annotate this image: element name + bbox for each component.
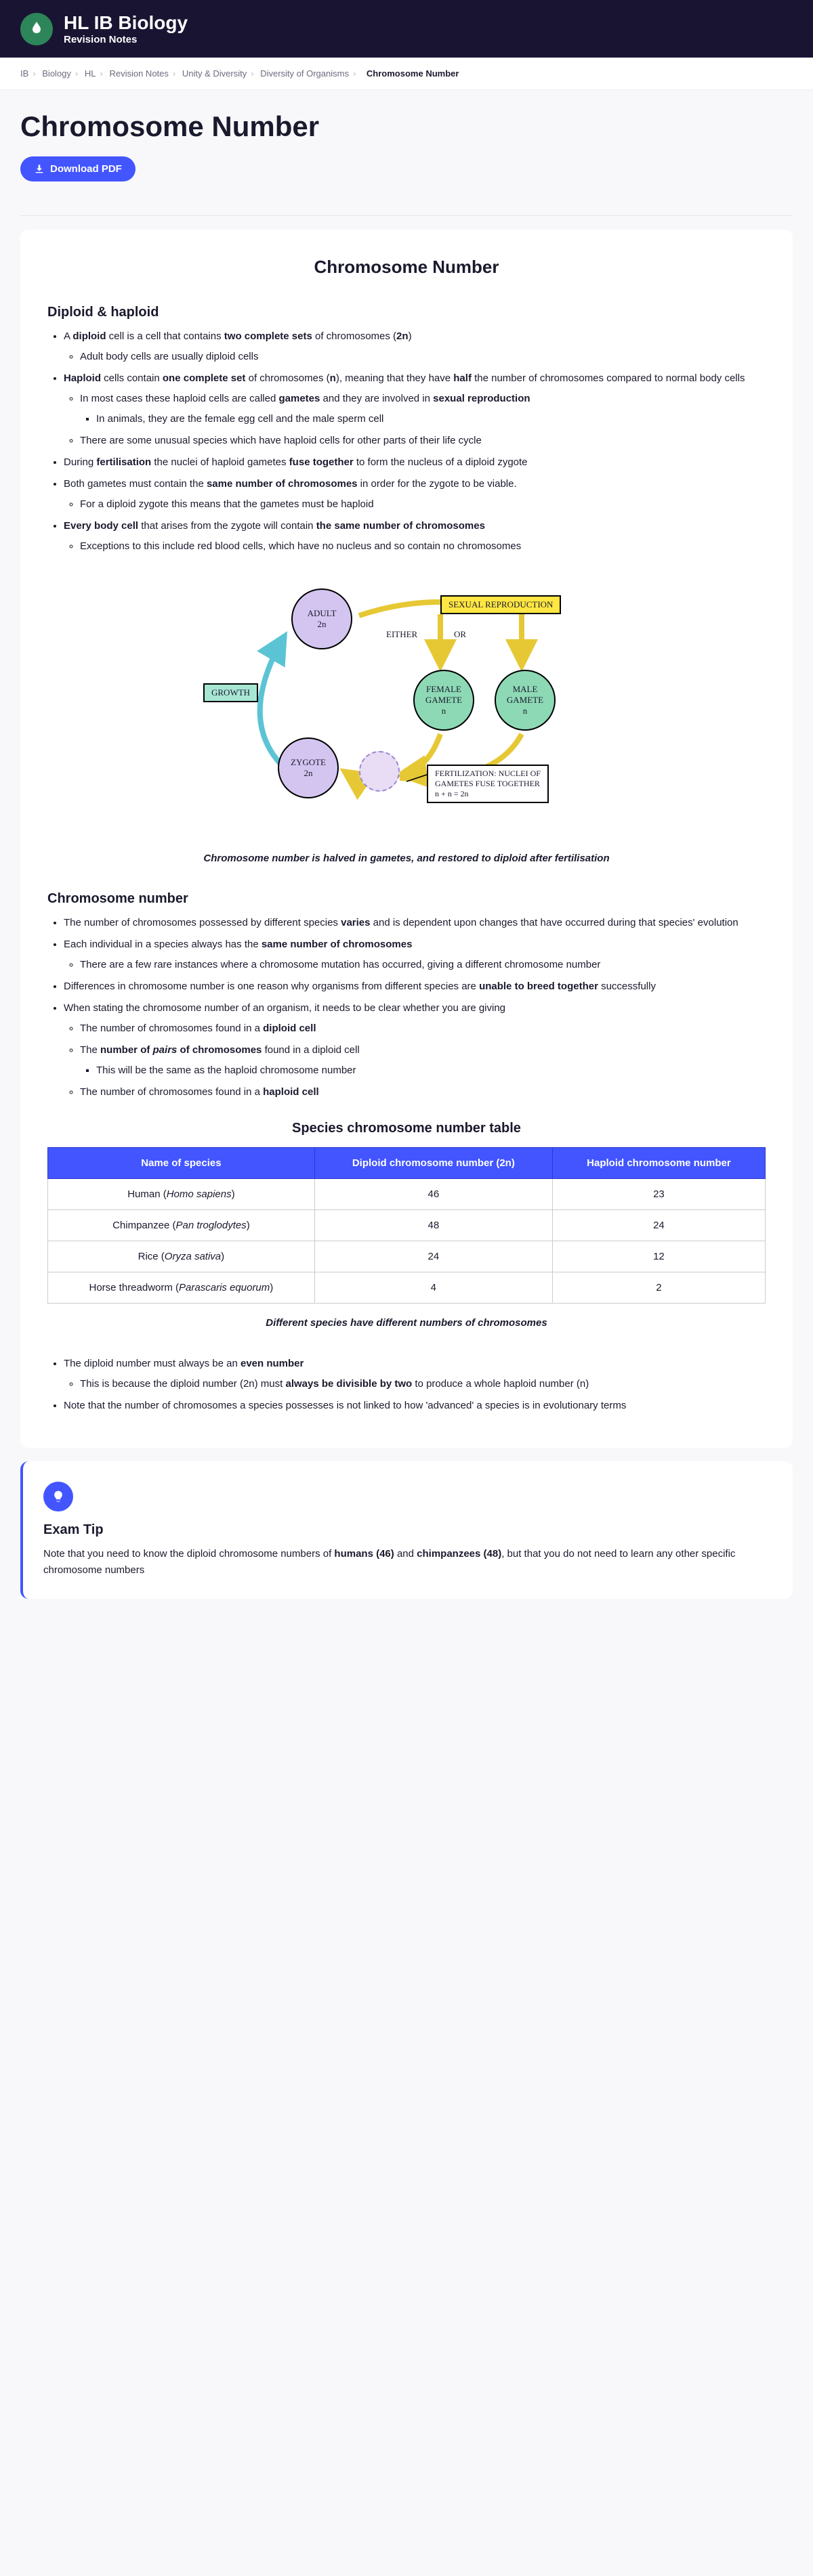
breadcrumb: IB› Biology› HL› Revision Notes› Unity &…	[0, 58, 813, 90]
header-title: HL IB Biology	[64, 12, 188, 34]
table-row: Chimpanzee (Pan troglodytes)4824	[48, 1210, 766, 1241]
section-title: Chromosome Number	[47, 257, 766, 278]
species-cell: Human (Homo sapiens)	[48, 1179, 315, 1210]
label-growth: GROWTH	[203, 683, 258, 702]
node-zygote: ZYGOTE2n	[278, 737, 339, 798]
label-sexual-reproduction: SEXUAL REPRODUCTION	[440, 595, 561, 614]
haploid-cell: 12	[552, 1241, 765, 1272]
species-cell: Rice (Oryza sativa)	[48, 1241, 315, 1272]
species-cell: Horse threadworm (Parascaris equorum)	[48, 1272, 315, 1304]
page-title: Chromosome Number	[20, 110, 793, 143]
content-card: Chromosome Number Diploid & haploid A di…	[20, 230, 793, 1448]
table-header: Diploid chromosome number (2n)	[314, 1148, 552, 1179]
table-title: Species chromosome number table	[47, 1121, 766, 1136]
tip-text: Note that you need to know the diploid c…	[43, 1546, 772, 1579]
subsection-title: Diploid & haploid	[47, 305, 766, 320]
node-adult: ADULT2n	[291, 588, 352, 649]
breadcrumb-item[interactable]: IB	[20, 68, 28, 79]
exam-tip-box: Exam Tip Note that you need to know the …	[20, 1461, 793, 1599]
figure-caption: Chromosome number is halved in gametes, …	[47, 853, 766, 864]
bullet-list: The number of chromosomes possessed by d…	[47, 915, 766, 1100]
diploid-cell: 48	[314, 1210, 552, 1241]
haploid-cell: 2	[552, 1272, 765, 1304]
chromosome-table: Name of species Diploid chromosome numbe…	[47, 1147, 766, 1304]
fusion-indicator	[359, 751, 400, 792]
download-pdf-button[interactable]: Download PDF	[20, 156, 136, 181]
header-bar: HL IB Biology Revision Notes	[0, 0, 813, 58]
subsection-title: Chromosome number	[47, 891, 766, 907]
lightbulb-icon	[43, 1482, 73, 1511]
header-subtitle: Revision Notes	[64, 34, 188, 45]
bullet-list: The diploid number must always be an eve…	[47, 1356, 766, 1414]
breadcrumb-item[interactable]: Revision Notes	[109, 68, 168, 79]
breadcrumb-item[interactable]: HL	[85, 68, 96, 79]
diagram-figure: ADULT2n ZYGOTE2n FEMALE GAMETEn MALE GAM…	[47, 582, 766, 825]
species-cell: Chimpanzee (Pan troglodytes)	[48, 1210, 315, 1241]
table-header: Haploid chromosome number	[552, 1148, 765, 1179]
diploid-cell: 46	[314, 1179, 552, 1210]
breadcrumb-item[interactable]: Biology	[42, 68, 71, 79]
table-row: Human (Homo sapiens)4623	[48, 1179, 766, 1210]
node-male-gamete: MALE GAMETEn	[495, 670, 556, 731]
logo-icon	[20, 13, 53, 45]
bullet-list: A diploid cell is a cell that contains t…	[47, 328, 766, 555]
breadcrumb-item[interactable]: Unity & Diversity	[182, 68, 247, 79]
table-caption: Different species have different numbers…	[47, 1317, 766, 1329]
divider	[20, 215, 793, 216]
breadcrumb-current: Chromosome Number	[367, 68, 459, 79]
haploid-cell: 23	[552, 1179, 765, 1210]
breadcrumb-item[interactable]: Diversity of Organisms	[260, 68, 349, 79]
tip-title: Exam Tip	[43, 1522, 772, 1538]
label-or: OR	[454, 629, 466, 640]
node-female-gamete: FEMALE GAMETEn	[413, 670, 474, 731]
table-row: Rice (Oryza sativa)2412	[48, 1241, 766, 1272]
download-icon	[34, 164, 45, 175]
table-header: Name of species	[48, 1148, 315, 1179]
diploid-cell: 24	[314, 1241, 552, 1272]
haploid-cell: 24	[552, 1210, 765, 1241]
label-either: EITHER	[386, 629, 417, 640]
label-fertilization: FERTILIZATION: NUCLEI OFGAMETES FUSE TOG…	[427, 765, 549, 803]
table-row: Horse threadworm (Parascaris equorum)42	[48, 1272, 766, 1304]
diploid-cell: 4	[314, 1272, 552, 1304]
